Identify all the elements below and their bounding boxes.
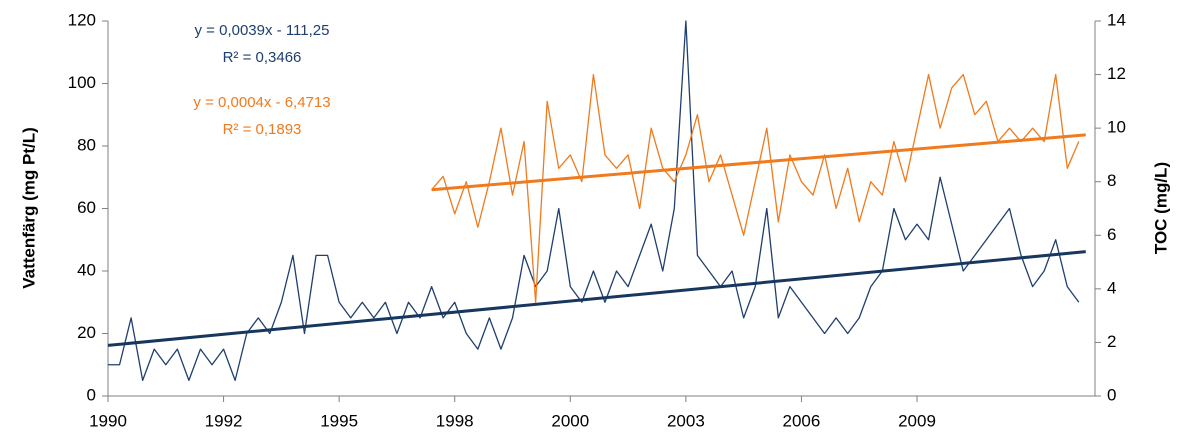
x-tick-label: 2000	[551, 411, 589, 430]
y2-tick-label: 2	[1107, 332, 1116, 351]
x-tick-label: 1992	[205, 411, 243, 430]
trend-line	[431, 133, 1086, 192]
y-tick-label: 0	[87, 385, 96, 404]
y-tick-label: 60	[77, 198, 96, 217]
x-tick-label: 2006	[783, 411, 821, 430]
y2-tick-label: 14	[1107, 10, 1126, 29]
x-tick-label: 2009	[898, 411, 936, 430]
y-tick-label: 20	[77, 323, 96, 342]
trend-line	[107, 250, 1086, 347]
y2-tick-label: 12	[1107, 64, 1126, 83]
y2-tick-label: 8	[1107, 171, 1116, 190]
y-tick-label: 40	[77, 260, 96, 279]
y2-axis-title: TOC (mg/L)	[1151, 162, 1170, 254]
annotation: R² = 0,1893	[223, 121, 302, 138]
y2-tick-label: 4	[1107, 278, 1116, 297]
data-line	[431, 73, 1080, 303]
y-axis-title: Vattenfärg (mg Pt/L)	[19, 127, 38, 289]
x-tick-label: 2003	[667, 411, 705, 430]
annotation: y = 0,0039x - 111,25	[195, 22, 330, 39]
y-tick-label: 100	[68, 73, 96, 92]
x-tick-label: 1998	[436, 411, 474, 430]
y-tick-label: 80	[77, 135, 96, 154]
x-tick-label: 1995	[320, 411, 358, 430]
x-tick-label: 1990	[89, 411, 127, 430]
annotation: R² = 0,3466	[223, 49, 302, 66]
y-tick-label: 120	[68, 10, 96, 29]
data-line	[108, 20, 1080, 382]
y2-tick-label: 10	[1107, 118, 1126, 137]
y2-tick-label: 0	[1107, 385, 1116, 404]
annotation: y = 0,0004x - 6,4713	[193, 94, 330, 111]
y2-tick-label: 6	[1107, 225, 1116, 244]
